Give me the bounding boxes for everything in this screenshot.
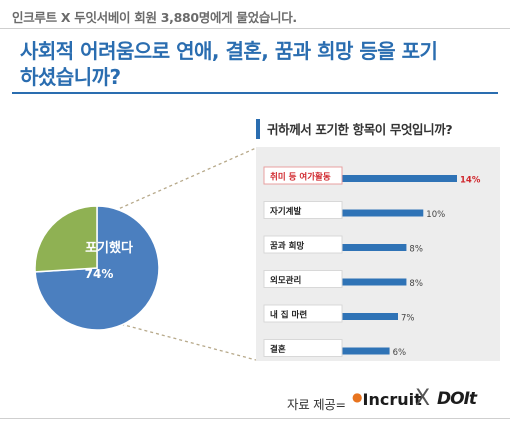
bottom-divider [0,418,510,419]
headline-divider [12,92,498,94]
bar-category-box-2 [263,235,343,254]
bar-3 [339,278,407,286]
bar-value-label-3: 8% [409,279,423,289]
bar-category-label-2: 꿈과 희망 [270,241,304,252]
connector-line-top [97,147,257,219]
bar-category-box-1 [263,201,343,219]
bar-1 [339,209,424,217]
top-divider [0,28,510,29]
bar-value-label-5: 6% [393,348,407,358]
bar-value-label-0: 14% [460,176,481,186]
bar-category-label-5: 결혼 [270,344,286,355]
pie-chart: 포기했다 74% [34,205,160,331]
pie-slice-label: 포기했다 [85,240,133,256]
bar-4 [339,313,398,320]
panel-title: 귀하께서 포기한 항목이 무엇입니까? [267,122,453,137]
incruit-logo: ●Incruit [352,390,422,409]
bar-value-label-1: 10% [426,210,445,220]
doit-logo: DOIt [437,389,477,409]
logo-separator: X [415,386,431,411]
bar-category-box-4 [263,304,343,323]
survey-caption: 인크루트 X 두잇서베이 회원 3,880명에게 물었습니다. [12,10,297,25]
pie-slice-1 [34,205,98,273]
incruit-logo-text: Incruit [362,390,422,409]
bar-value-label-2: 8% [409,245,423,255]
bar-chart-panel: 취미 등 여가활동 14% 자기계발 10% 꿈과 희망 8% 외모관리 8% 내 집 마련 7%… [256,147,500,361]
bar-category-box-0 [263,166,343,185]
bar-category-label-1: 자기계발 [270,206,301,217]
bar-category-box-3 [263,270,343,288]
bar-category-label-0: 취미 등 여가활동 [270,172,331,183]
bar-category-label-4: 내 집 마련 [270,310,307,321]
bar-chart: 취미 등 여가활동 14% 자기계발 10% 꿈과 희망 8% 외모관리 8% 내 집 마련 7%… [263,166,481,358]
bar-2 [339,244,407,251]
bar-category-label-3: 외모관리 [270,275,301,286]
bar-value-label-4: 7% [401,314,415,324]
bar-0 [339,175,457,182]
panel-title-box: 귀하께서 포기한 항목이 무엇입니까? [256,119,453,139]
bar-5 [339,347,390,355]
source-label: 자료 제공= [287,397,346,412]
bar-category-box-5 [263,339,343,357]
headline: 사회적 어려움으로 연애, 결혼, 꿈과 희망 등을 포기하셨습니까? [20,39,438,89]
pie-slice-value: 74% [85,267,114,281]
